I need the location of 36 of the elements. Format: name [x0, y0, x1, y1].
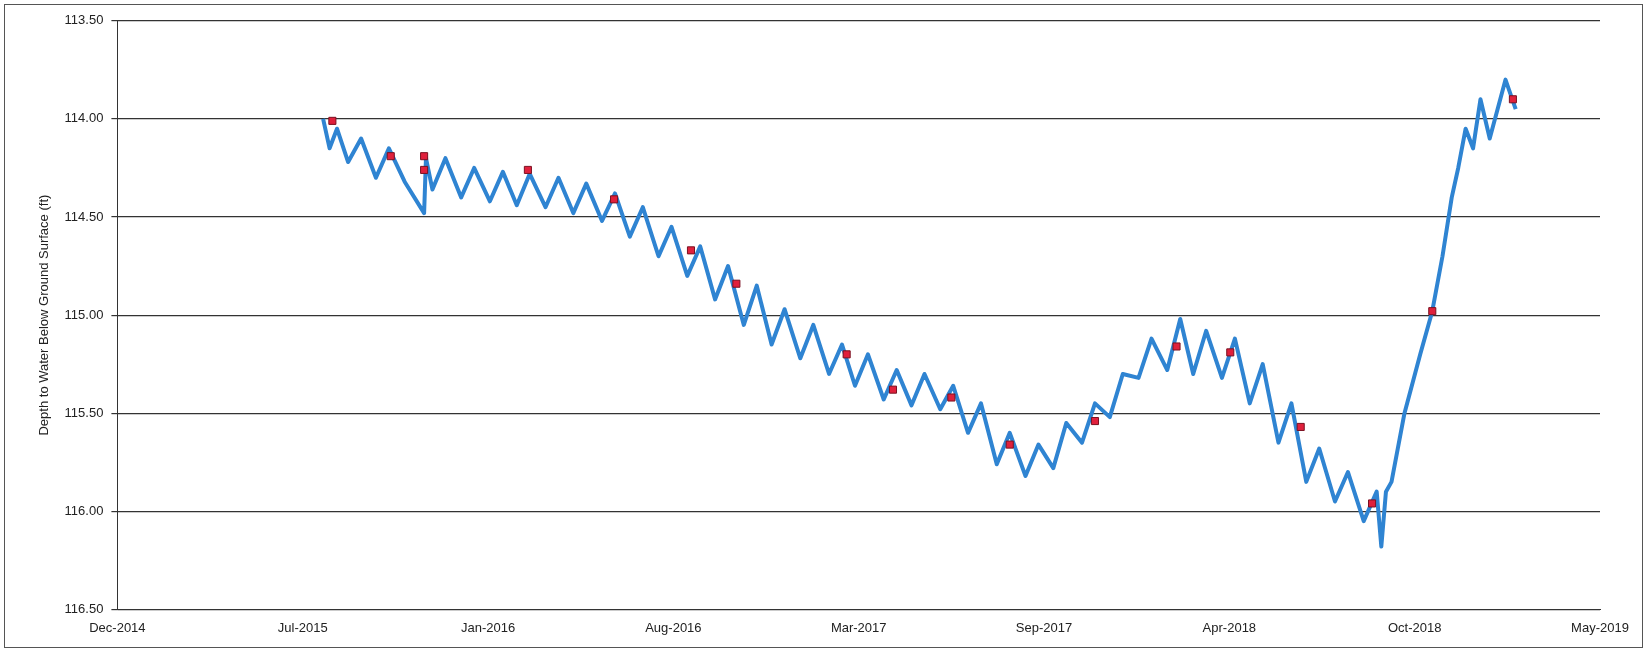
point	[386, 152, 395, 161]
x-tick-label: Aug-2016	[645, 619, 702, 635]
x-tick-label: Jul-2015	[277, 619, 328, 635]
x-tick-label: Apr-2018	[1202, 619, 1257, 635]
point	[1226, 348, 1235, 357]
y-tick-label: 113.50	[64, 12, 104, 28]
x-tick-label: May-2019	[1571, 619, 1629, 635]
point	[1428, 307, 1437, 316]
x-tick-label: Mar-2017	[830, 619, 887, 635]
point	[947, 393, 956, 402]
point	[732, 279, 741, 288]
point	[888, 385, 898, 394]
y-tick-label: 116.00	[64, 502, 104, 518]
point	[328, 116, 337, 125]
y-axis-title: Depth to Water Below Ground Surface (ft)	[36, 194, 52, 436]
point	[1172, 342, 1181, 351]
y-tick-label: 114.00	[64, 110, 104, 126]
point	[420, 165, 429, 174]
point	[420, 152, 429, 161]
point	[1090, 417, 1100, 426]
y-tick-label: 114.50	[64, 208, 104, 224]
y-tick-label: 115.00	[64, 306, 104, 322]
point	[1508, 95, 1517, 104]
point	[1005, 440, 1014, 449]
point	[686, 246, 696, 255]
point	[1296, 422, 1305, 431]
x-tick-label: Sep-2017	[1015, 619, 1073, 635]
x-tick-label: Jan-2016	[460, 619, 516, 635]
x-tick-label: Dec-2014	[89, 619, 146, 635]
point	[1368, 499, 1377, 508]
point	[523, 165, 532, 174]
point	[610, 195, 619, 204]
y-tick-label: 115.50	[64, 404, 104, 420]
y-tick-label: 116.50	[64, 600, 104, 616]
point	[842, 350, 851, 359]
x-tick-label: Oct-2018	[1387, 619, 1442, 635]
